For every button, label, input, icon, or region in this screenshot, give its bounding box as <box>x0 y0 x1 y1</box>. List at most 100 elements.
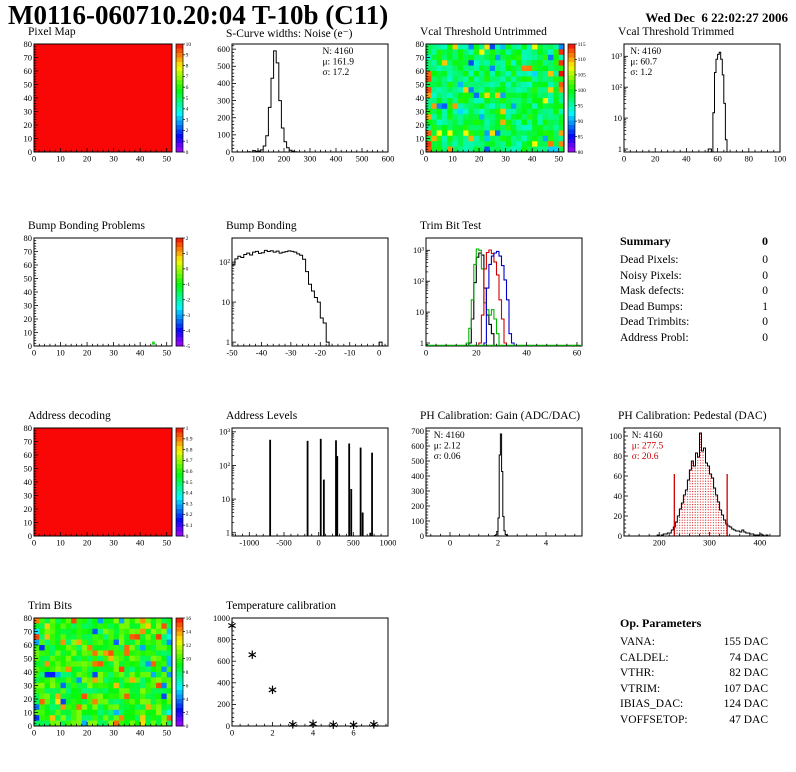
summary-row: Dead Trimbits: 0 <box>620 316 768 328</box>
address-levels-chart: -1000 -500 0 500 1000 1 10 10² 10³ <box>206 423 398 551</box>
op-parameter-row: VTRIM: 107 DAC <box>620 682 768 695</box>
bump-problems-title: Bump Bonding Problems <box>28 220 145 232</box>
temp-calibration-chart: 0 2 4 6 0 200 400 600 800 1000 <box>206 613 398 741</box>
svg-text:100: 100 <box>578 88 587 94</box>
svg-text:50: 50 <box>24 273 33 283</box>
summary-row: Dead Pixels: 0 <box>620 254 768 266</box>
svg-text:50: 50 <box>416 79 425 89</box>
bump-problems-chart: 0 10 20 30 40 50 0 10 20 30 40 50 60 70 80 -5 -4 -3 -2 -1 0 1… <box>8 233 200 361</box>
svg-text:6: 6 <box>186 85 189 91</box>
svg-text:1000: 1000 <box>380 538 397 548</box>
svg-text:60: 60 <box>416 66 425 76</box>
trim-bits-title: Trim Bits <box>28 600 73 612</box>
svg-text:200: 200 <box>278 154 291 164</box>
svg-text:10³: 10³ <box>219 427 231 437</box>
svg-text:N: 4160: N: 4160 <box>322 47 353 57</box>
trim-bit-test-panel: Trim Bit Test 0 20 40 60 1 10 10² 10³ <box>400 220 592 361</box>
svg-text:300: 300 <box>411 486 424 496</box>
svg-text:60: 60 <box>24 66 33 76</box>
svg-text:30: 30 <box>24 300 33 310</box>
svg-text:85: 85 <box>578 134 584 140</box>
svg-text:10: 10 <box>416 307 425 317</box>
svg-text:40: 40 <box>522 348 531 358</box>
vcal-untrimmed-chart: 0 10 20 30 40 50 0 10 20 30 40 50 60 70 80 80 85 90 95 100 1… <box>400 39 592 167</box>
svg-text:30: 30 <box>501 154 510 164</box>
svg-text:60: 60 <box>24 450 33 460</box>
svg-text:-1: -1 <box>186 282 191 288</box>
svg-text:N: 4160: N: 4160 <box>632 431 663 441</box>
svg-text:70: 70 <box>416 52 425 62</box>
svg-text:2: 2 <box>186 710 189 716</box>
svg-text:600: 600 <box>217 44 230 54</box>
ph-gain-chart: 0 2 4 0 100 200 300 400 500 600 700 N: 4160 μ: 2.12 σ… <box>400 423 592 551</box>
svg-text:40: 40 <box>24 667 33 677</box>
svg-text:0: 0 <box>28 531 32 541</box>
svg-text:5: 5 <box>186 96 189 102</box>
op-parameter-row: VANA: 155 DAC <box>620 636 768 648</box>
svg-text:70: 70 <box>24 626 33 636</box>
summary-row: Address Probl: 0 <box>620 331 768 344</box>
ph-pedestal-chart: 200 300 400 0 20 40 60 80 100 N: 4160 μ: 277.5 σ: 2… <box>598 423 790 551</box>
svg-text:1: 1 <box>226 337 230 347</box>
svg-text:10: 10 <box>416 133 425 143</box>
svg-text:10: 10 <box>24 327 33 337</box>
svg-text:20: 20 <box>416 120 425 130</box>
svg-text:0.8: 0.8 <box>186 447 193 453</box>
svg-text:10²: 10² <box>219 460 231 470</box>
svg-text:-20: -20 <box>315 348 326 358</box>
svg-text:10: 10 <box>186 42 192 48</box>
svg-text:70: 70 <box>24 436 33 446</box>
svg-text:10: 10 <box>56 538 65 548</box>
svg-text:μ: 161.9: μ: 161.9 <box>322 58 354 68</box>
svg-text:0: 0 <box>32 728 36 738</box>
bump-bonding-panel: Bump Bonding -50 -40 -30 -20 -10 0 1 10 10² <box>206 220 398 361</box>
svg-text:400: 400 <box>217 78 230 88</box>
svg-text:200: 200 <box>217 113 230 123</box>
svg-text:σ: 17.2: σ: 17.2 <box>322 68 349 78</box>
svg-text:0: 0 <box>230 154 234 164</box>
svg-text:12: 12 <box>186 643 192 649</box>
svg-text:20: 20 <box>24 120 33 130</box>
svg-text:10: 10 <box>24 517 33 527</box>
svg-text:1: 1 <box>226 528 230 538</box>
trim-bits-chart: 0 10 20 30 40 50 0 10 20 30 40 50 60 70 80 0 2 4 6 8 10 12 14 1… <box>8 613 200 741</box>
svg-text:10²: 10² <box>219 257 231 267</box>
svg-text:80: 80 <box>614 451 623 461</box>
svg-text:50: 50 <box>24 79 33 89</box>
svg-text:40: 40 <box>136 348 145 358</box>
pixel-map-chart: 0 10 20 30 40 50 0 10 20 30 40 50 60 70 80 0 1 2 3 4 5 6 7 8 9 10 <box>8 39 200 167</box>
svg-text:70: 70 <box>24 246 33 256</box>
svg-text:0: 0 <box>32 154 36 164</box>
svg-text:0.5: 0.5 <box>186 480 193 486</box>
op-parameter-row: VOFFSETOP: 47 DAC <box>620 713 768 726</box>
svg-text:80: 80 <box>578 150 584 156</box>
svg-text:N: 4160: N: 4160 <box>434 431 465 441</box>
svg-text:μ: 60.7: μ: 60.7 <box>630 58 657 68</box>
address-decoding-chart: 0 10 20 30 40 50 0 10 20 30 40 50 60 70 80 0 0.1 0.2 0.3 0.… <box>8 423 200 551</box>
ph-pedestal-panel: PH Calibration: Pedestal (DAC) 200 300 400… <box>598 410 790 551</box>
svg-text:0: 0 <box>28 147 32 157</box>
svg-text:-1000: -1000 <box>239 538 259 548</box>
vcal-trimmed-panel: Vcal Threshold Trimmed 0 20 40 60 80 100 1 10 10… <box>598 26 790 167</box>
svg-text:20: 20 <box>83 348 92 358</box>
svg-text:4: 4 <box>186 697 189 703</box>
svg-text:600: 600 <box>382 154 395 164</box>
scurve-noise-chart: 0 100 200 300 400 500 600 0 100 200 300 400 500 600 N:… <box>206 39 398 167</box>
svg-text:10: 10 <box>56 348 65 358</box>
summary-block: Summary 0 Dead Pixels: 0 Noisy Pixels: 0 M… <box>620 234 768 346</box>
svg-text:100: 100 <box>411 516 424 526</box>
address-decoding-panel: Address decoding 0 10 20 30 40 50 0 10 20 30 40 50 6… <box>8 410 200 551</box>
svg-text:300: 300 <box>217 95 230 105</box>
svg-text:80: 80 <box>24 613 33 623</box>
svg-text:0: 0 <box>226 721 230 731</box>
svg-text:0: 0 <box>28 721 32 731</box>
svg-text:14: 14 <box>186 629 192 635</box>
svg-text:30: 30 <box>109 154 118 164</box>
svg-text:60: 60 <box>614 471 623 481</box>
svg-text:0: 0 <box>186 724 189 730</box>
svg-text:0: 0 <box>230 728 234 738</box>
svg-text:0: 0 <box>317 538 321 548</box>
svg-text:16: 16 <box>186 616 192 622</box>
bump-bonding-chart: -50 -40 -30 -20 -10 0 1 10 10² <box>206 233 398 361</box>
ph-gain-panel: PH Calibration: Gain (ADC/DAC) 0 2 4 0 100 20… <box>400 410 592 551</box>
